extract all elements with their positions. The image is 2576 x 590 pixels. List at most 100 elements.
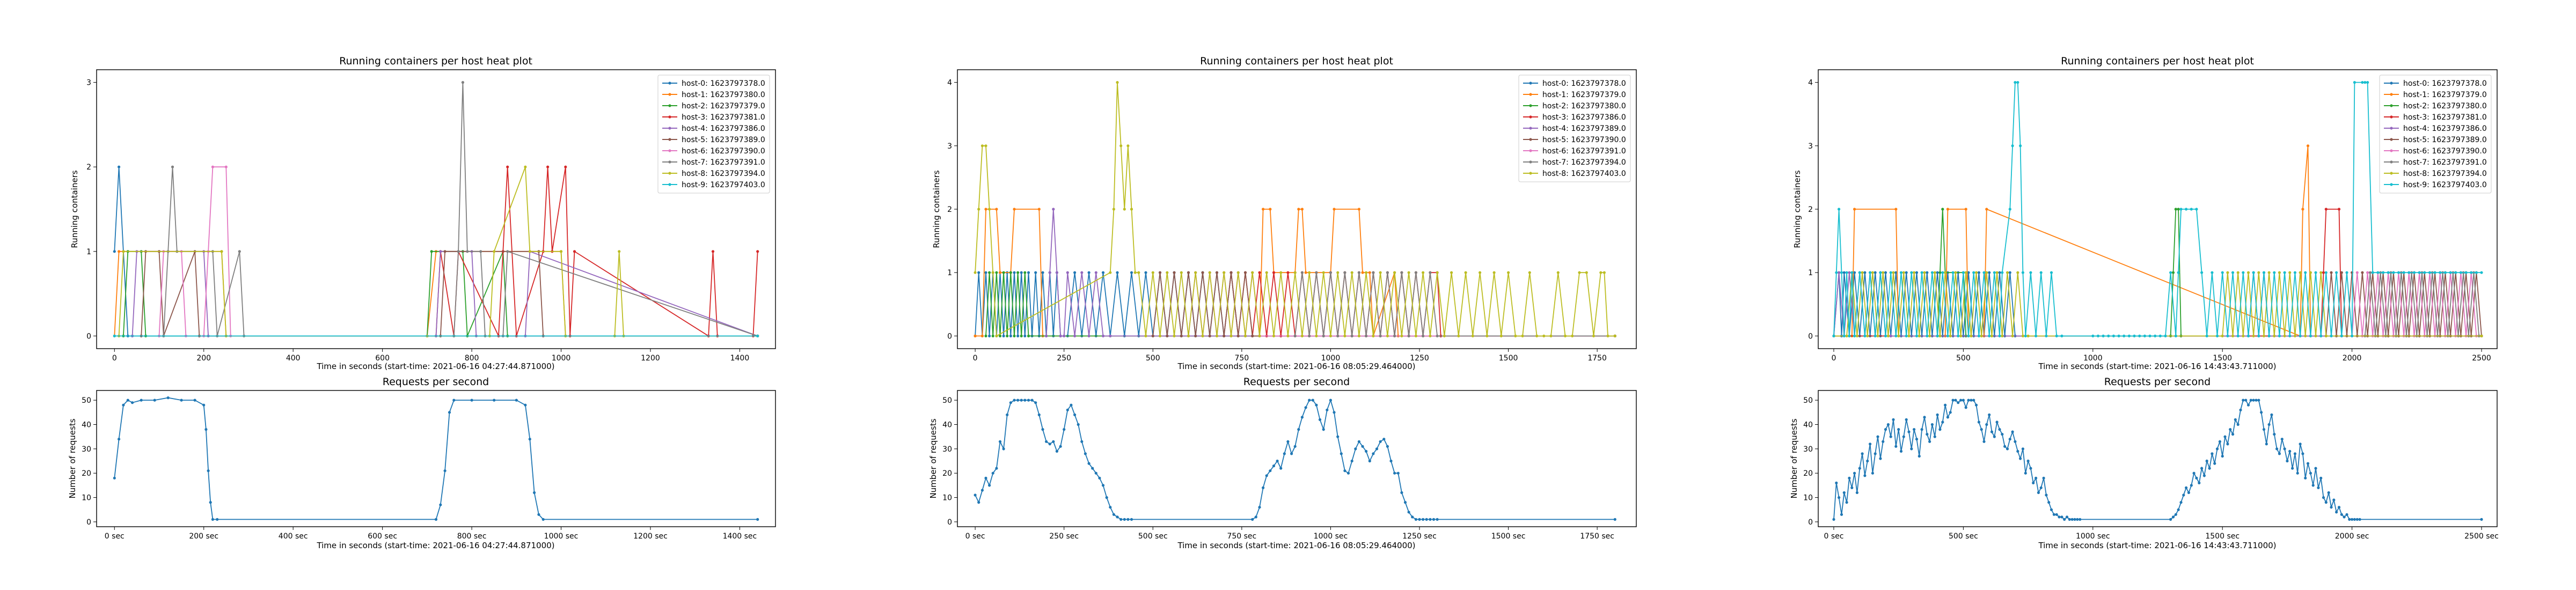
y-tick-label: 50 (1803, 396, 1813, 405)
data-point (131, 401, 134, 404)
data-point (2070, 518, 2074, 521)
data-point (2324, 271, 2328, 274)
data-point (2117, 334, 2120, 338)
requests-panel-2: Requests per second Time in seconds (sta… (928, 376, 1637, 550)
data-point (1013, 208, 1016, 211)
data-point (1858, 467, 1861, 470)
data-point (2154, 334, 2157, 338)
data-point (2304, 271, 2307, 274)
data-point (2008, 438, 2011, 441)
data-point (1308, 334, 1311, 338)
data-point (1322, 271, 1325, 274)
data-point (1130, 208, 1133, 211)
data-point (1874, 271, 1877, 274)
data-point (2032, 481, 2035, 485)
data-point (2283, 271, 2286, 274)
data-point (2423, 271, 2426, 274)
data-point (2345, 513, 2348, 516)
data-point (1988, 413, 1991, 417)
legend-label: host-2: 1623797380.0 (1542, 102, 1626, 110)
legend-label: host-9: 1623797403.0 (682, 181, 765, 189)
x-tick-label: 1000 (1321, 354, 1341, 363)
y-axis-label: Running containers (932, 170, 941, 248)
x-axis-label: Time in seconds (start-time: 2021-06-16 … (316, 541, 554, 550)
data-point (2260, 411, 2263, 414)
data-point (2223, 435, 2227, 438)
data-point (2330, 334, 2333, 338)
data-point (118, 165, 121, 168)
data-point (1258, 334, 1261, 338)
data-point (1528, 271, 1531, 274)
data-point (1599, 271, 1602, 274)
data-point (1613, 518, 1616, 521)
data-point (2174, 208, 2177, 211)
data-point (2454, 271, 2457, 274)
x-tick-label: 750 (1234, 354, 1249, 363)
data-point (1293, 445, 1297, 448)
data-point (1407, 334, 1410, 338)
data-point (1023, 334, 1027, 338)
x-tick-label: 1500 (1499, 354, 1518, 363)
data-point (1236, 271, 1240, 274)
data-point (1350, 334, 1353, 338)
legend-label: host-7: 1623797394.0 (1542, 158, 1626, 167)
data-point (1336, 271, 1340, 274)
data-point (2050, 271, 2053, 274)
data-point (2006, 447, 2009, 451)
data-point (2239, 408, 2242, 411)
data-point (1361, 445, 1364, 448)
data-point (2319, 334, 2323, 338)
data-point (1967, 271, 1970, 274)
data-point (1023, 399, 1027, 402)
data-point (1130, 518, 1133, 521)
data-point (2035, 334, 2038, 338)
data-point (1977, 271, 1980, 274)
data-point (2304, 334, 2307, 338)
data-point (1606, 334, 1609, 338)
data-point (443, 469, 447, 473)
data-point (1304, 271, 1307, 274)
data-point (2382, 271, 2385, 274)
data-point (2433, 271, 2436, 274)
data-point (1329, 271, 1332, 274)
data-point (1300, 208, 1304, 211)
legend: host-0: 1623797378.0 host-1: 1623797380.0… (657, 75, 770, 194)
data-point (1418, 518, 1421, 521)
y-tick-label: 3 (1808, 142, 1813, 151)
x-tick-label: 250 (1057, 354, 1071, 363)
data-point (1429, 271, 1432, 274)
data-point (546, 165, 550, 168)
data-point (1009, 334, 1012, 338)
data-point (984, 271, 987, 274)
data-point (2480, 271, 2483, 274)
x-tick-label: 1400 sec (723, 532, 757, 541)
data-point (1077, 423, 1080, 426)
data-point (1297, 428, 1300, 431)
data-point (2045, 334, 2048, 338)
legend-marker (2390, 115, 2393, 119)
data-point (1101, 334, 1105, 338)
data-point (1283, 452, 1286, 455)
data-point (113, 334, 116, 338)
y-tick-label: 2 (86, 163, 91, 172)
data-point (1990, 334, 1994, 338)
data-point (2309, 271, 2312, 274)
y-tick-label: 0 (1808, 518, 1813, 527)
data-point (2171, 515, 2175, 519)
data-point (1832, 518, 1835, 521)
data-point (2190, 208, 2193, 211)
data-point (1389, 459, 1393, 463)
series-line (1834, 272, 2482, 337)
data-point (2252, 271, 2255, 274)
data-point (1059, 445, 1062, 448)
x-tick-label: 400 sec (279, 532, 308, 541)
series-line (985, 272, 1615, 337)
x-tick-label: 1750 (1587, 354, 1607, 363)
data-point (1016, 271, 1020, 274)
data-point (1845, 334, 1848, 338)
data-point (1123, 518, 1126, 521)
data-point (1980, 428, 1983, 431)
x-tick-label: 1200 sec (633, 532, 668, 541)
data-point (1080, 440, 1084, 443)
data-point (1293, 334, 1297, 338)
